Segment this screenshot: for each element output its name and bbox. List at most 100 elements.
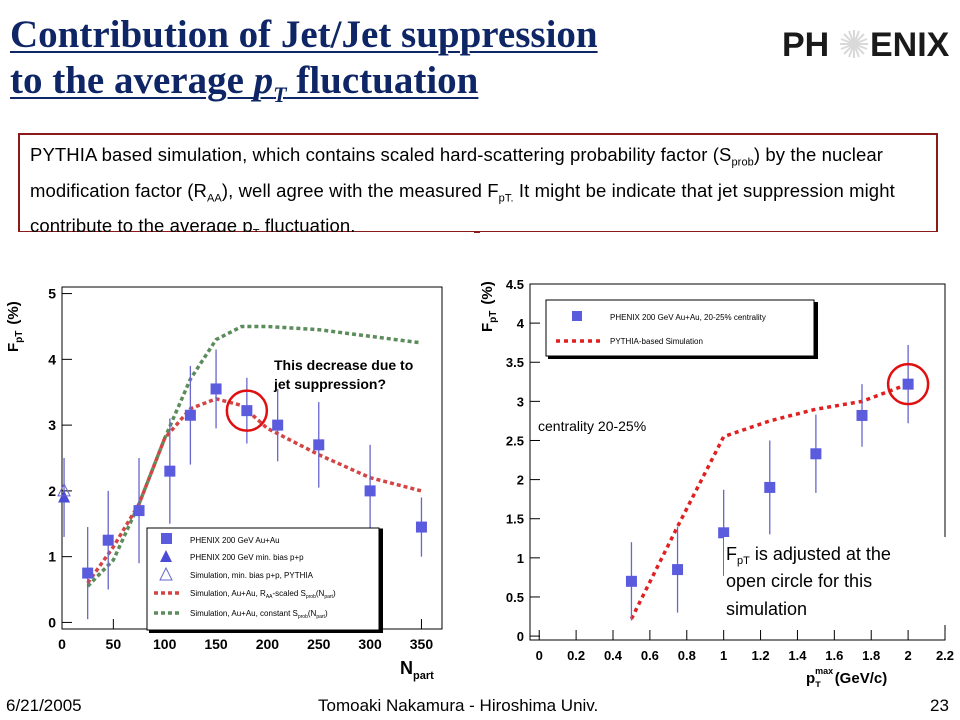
phenix-logo: PH ENIX: [782, 26, 950, 64]
right-legend-item-2: PYTHIA-based Simulation: [610, 337, 703, 346]
data-point-open-triangle: [57, 482, 71, 497]
x-tick-label: 50: [106, 636, 122, 652]
data-point-square: [210, 383, 222, 395]
y-tick-label: 0.5: [506, 590, 524, 605]
legend-item-5: Simulation, Au+Au, constant Sprob(Npart): [190, 609, 328, 620]
slide-title-line2: to the average pT fluctuation: [10, 58, 750, 118]
y-tick-label: 5: [48, 286, 56, 302]
y-tick-label: 0: [48, 614, 56, 630]
data-point-square: [364, 485, 376, 497]
x-tick-label: 2.2: [936, 648, 954, 663]
data-point-square: [133, 505, 145, 517]
left-legend: PHENIX 200 GeV Au+Au PHENIX 200 GeV min.…: [146, 527, 383, 633]
data-point-square: [241, 405, 253, 417]
y-tick-label: 4: [517, 316, 525, 331]
right-chart: 0 0.5 1 1.5 2 2.5 3 3.5 4 4.5 0 0.2 0.4 0.6 0.8 1 1.2 1.4…: [480, 232, 958, 687]
right-legend-item-1: PHENIX 200 GeV Au+Au, 20-25% centrality: [610, 313, 766, 322]
left-x-axis-label: Npart: [400, 658, 434, 682]
right-note-line2: open circle for this: [726, 571, 872, 591]
right-note-line3: simulation: [726, 599, 807, 619]
legend-marker-open-triangle: [159, 566, 173, 581]
legend-item-2: PHENIX 200 GeV min. bias p+p: [190, 553, 304, 562]
data-point-square: [856, 409, 868, 421]
legend-marker-triangle: [160, 550, 172, 562]
left-annotation-line2: jet suppression?: [273, 376, 386, 392]
data-point-square: [184, 409, 196, 421]
legend-item-1: PHENIX 200 GeV Au+Au: [190, 536, 280, 545]
highlight-circle: [886, 362, 930, 406]
right-legend-box: [545, 299, 815, 357]
x-tick-label: 350: [410, 636, 434, 652]
box-sub-1: prob: [731, 156, 754, 169]
box-text-3: ), well agree with the measured F: [221, 179, 499, 201]
left-y-axis-label: FpT(%): [5, 301, 25, 352]
y-tick-label: 4: [48, 351, 56, 367]
x-tick-label: 2: [904, 648, 911, 663]
title-text-p: p: [253, 59, 274, 102]
x-tick-label: 100: [153, 636, 177, 652]
x-tick-label: 0: [58, 636, 66, 652]
x-tick-label: 1.6: [825, 648, 843, 663]
legend-item-4: Simulation, Au+Au, RAA-scaled Sprob(Npar…: [190, 589, 336, 600]
highlight-circle: [225, 389, 269, 432]
y-tick-label: 2.5: [506, 433, 524, 448]
footer-page-number: 23: [930, 696, 949, 715]
data-point-square: [415, 521, 427, 533]
data-point-square: [82, 567, 94, 579]
legend-item-3: Simulation, min. bias p+p, PYTHIA: [190, 571, 314, 580]
y-tick-label: 0: [517, 629, 524, 644]
x-tick-label: 300: [358, 636, 382, 652]
summary-textbox: PYTHIA based simulation, which contains …: [18, 133, 938, 240]
x-tick-label: 1: [720, 648, 727, 663]
x-tick-label: 200: [256, 636, 280, 652]
box-text-5: fluctuation.: [259, 215, 356, 237]
logo-text-right: ENIX: [870, 26, 950, 64]
y-tick-label: 2: [48, 483, 56, 499]
y-tick-label: 3: [517, 394, 524, 409]
y-tick-label: 2: [517, 473, 524, 488]
box-sub-3: pT.: [498, 192, 514, 205]
sun-icon: [840, 30, 868, 58]
right-x-axis-label: pmax T (GeV/c): [806, 666, 887, 687]
data-point-square: [902, 378, 914, 390]
x-tick-label: 0.4: [604, 648, 623, 663]
x-tick-label: 0.6: [641, 648, 659, 663]
data-point-square: [718, 527, 730, 539]
data-point-square: [164, 465, 176, 477]
x-tick-label: 1.8: [862, 648, 880, 663]
data-point-triangle: [58, 490, 71, 503]
data-point-square: [313, 439, 325, 451]
data-point-square: [810, 448, 822, 460]
constant-sprob-curve: [86, 324, 422, 588]
x-tick-label: 1.2: [752, 648, 770, 663]
y-tick-label: 3.5: [506, 355, 524, 370]
title-text-post: fluctuation: [286, 59, 479, 102]
x-tick-label: 150: [204, 636, 228, 652]
left-annotation-line1: This decrease due to: [274, 357, 413, 373]
footer-author: Tomoaki Nakamura - Hiroshima Univ.: [318, 696, 599, 715]
legend-marker-square: [161, 533, 172, 544]
right-annotation: centrality 20-25%: [538, 418, 646, 434]
title-text-sub: T: [273, 81, 287, 107]
x-tick-label: 0.8: [678, 648, 696, 663]
data-point-square: [272, 419, 284, 431]
y-tick-label: 1.5: [506, 512, 524, 527]
title-text-pre: to the average: [10, 59, 254, 102]
box-text-2: ) by the nuclear modification factor (R: [30, 144, 884, 201]
slide-title-line1: Contribution of Jet/Jet suppression: [10, 13, 598, 56]
box-text-4: It might be indicate that jet suppressio…: [30, 179, 895, 237]
right-legend-marker-square: [572, 311, 582, 321]
data-point-square: [102, 534, 114, 546]
data-point-square: [764, 481, 776, 493]
right-note-bg: [724, 537, 948, 625]
right-legend: PHENIX 200 GeV Au+Au, 20-25% centrality …: [545, 299, 818, 359]
slide-title: Contribution of Jet/Jet suppression to t…: [10, 12, 750, 118]
box-sub-2: AA: [206, 192, 222, 205]
y-tick-label: 1: [48, 549, 56, 565]
x-tick-label: 0: [536, 648, 543, 663]
box-text-1: PYTHIA based simulation, which contains …: [30, 144, 732, 165]
y-tick-label: 3: [48, 417, 56, 433]
logo-text-left: PH: [782, 26, 829, 64]
y-tick-label: 4.5: [506, 277, 524, 292]
